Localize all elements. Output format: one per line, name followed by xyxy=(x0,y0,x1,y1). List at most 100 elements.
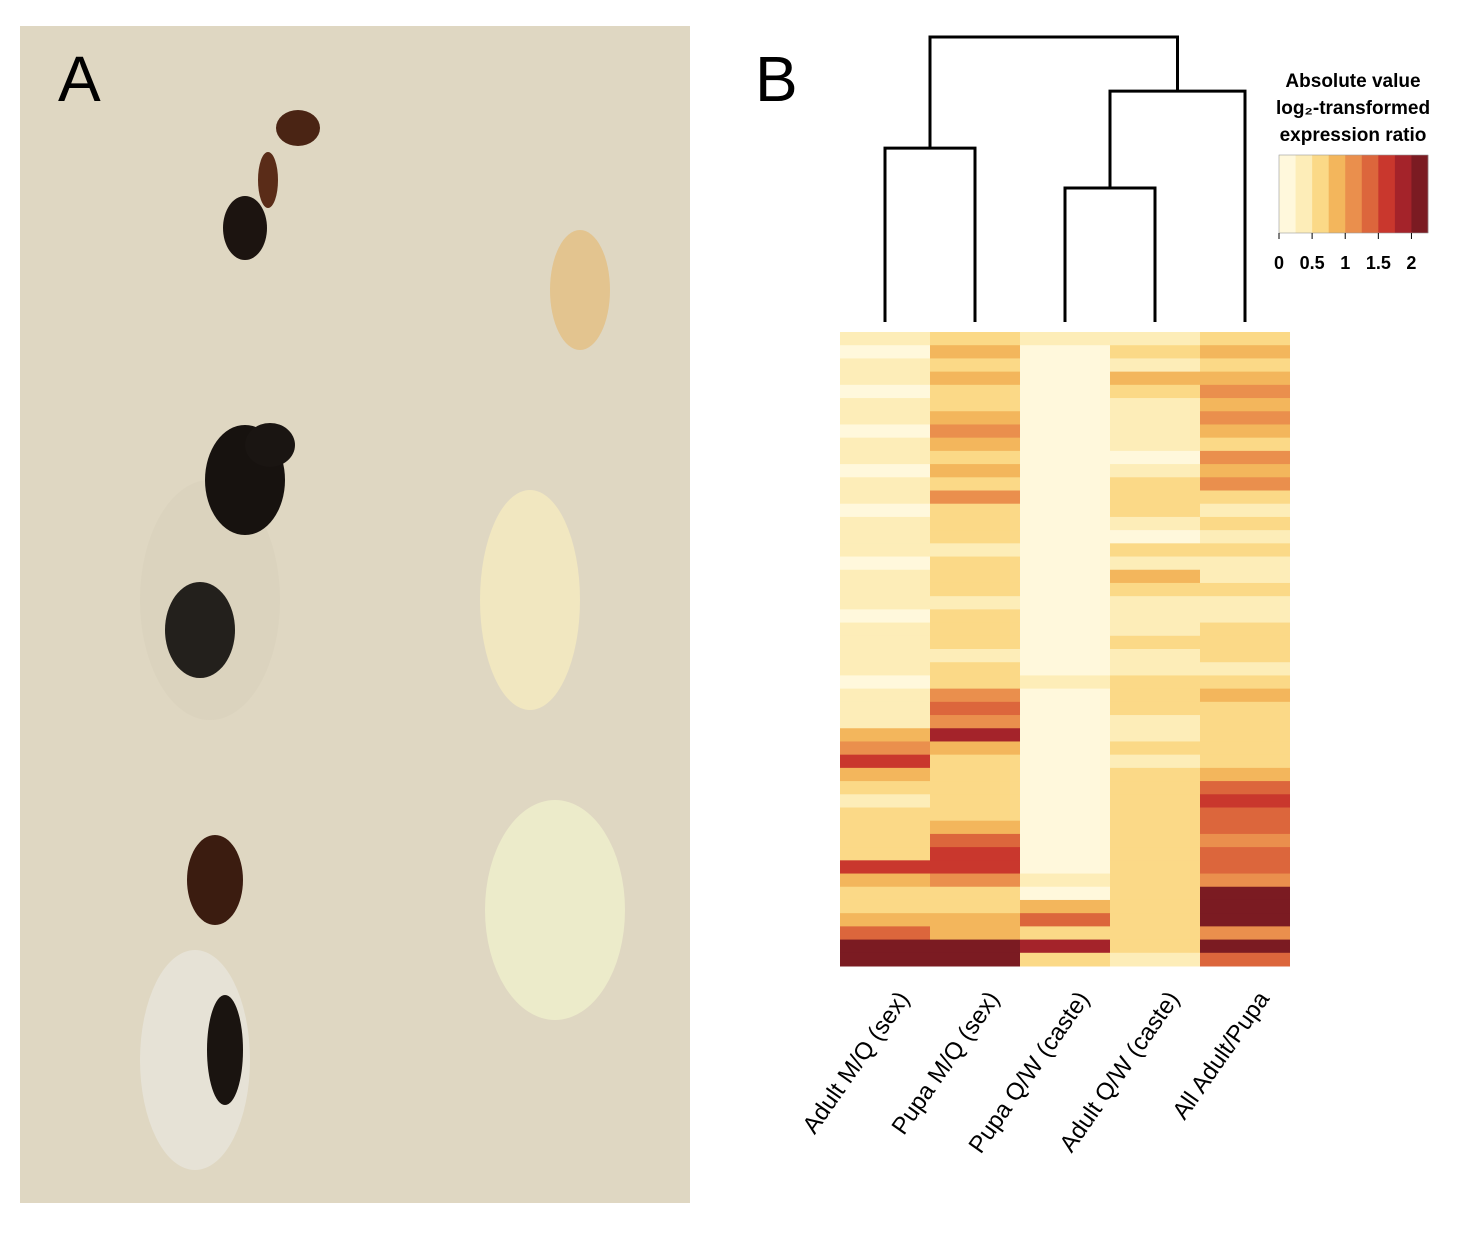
heatmap-cell xyxy=(930,886,1020,901)
heatmap-cell xyxy=(930,424,1020,439)
heatmap-cell xyxy=(930,635,1020,650)
colorbar-tick-label: 2 xyxy=(1406,253,1416,273)
heatmap-cell xyxy=(930,543,1020,558)
heatmap-cell xyxy=(1110,754,1200,769)
heatmap-cell xyxy=(840,477,930,491)
heatmap-cell xyxy=(1200,688,1290,703)
heatmap-cell xyxy=(1110,437,1200,452)
heatmap-cell xyxy=(1200,424,1290,439)
heatmap-cell xyxy=(840,384,930,399)
heatmap-cell xyxy=(1110,450,1200,465)
heatmap-cell xyxy=(1020,939,1110,954)
heatmap-cell xyxy=(1020,635,1110,650)
heatmap-cell xyxy=(1020,398,1110,412)
heatmap-cell xyxy=(930,371,1020,386)
heatmap-cell xyxy=(1110,860,1200,875)
heatmap-cell xyxy=(840,635,930,650)
heatmap-cell xyxy=(1020,807,1110,822)
heatmap-cell xyxy=(930,464,1020,478)
heatmap-cell xyxy=(1020,701,1110,716)
column-label: All Adult/Pupa xyxy=(1167,986,1275,1124)
heatmap-cell xyxy=(1110,939,1200,954)
heatmap-cell xyxy=(930,688,1020,703)
heatmap-cell xyxy=(1200,609,1290,624)
heatmap-cell xyxy=(1200,913,1290,927)
heatmap-cell xyxy=(1110,477,1200,491)
colorbar-swatch xyxy=(1394,155,1412,233)
heatmap-cell xyxy=(1200,543,1290,558)
heatmap-cell xyxy=(840,952,930,967)
heatmap-cell xyxy=(1110,662,1200,676)
colorbar-swatch xyxy=(1411,155,1429,233)
colorbar-swatch xyxy=(1361,155,1379,233)
heatmap-cell xyxy=(1020,582,1110,597)
heatmap-cell xyxy=(1020,873,1110,888)
heatmap-cell xyxy=(930,715,1020,729)
heatmap-cell xyxy=(1110,649,1200,663)
heatmap-cell xyxy=(1020,715,1110,729)
heatmap-cell xyxy=(1200,582,1290,597)
heatmap-cell xyxy=(1200,701,1290,716)
heatmap-cell xyxy=(1110,332,1200,346)
heatmap-cell xyxy=(1200,411,1290,425)
heatmap-cell xyxy=(930,411,1020,425)
heatmap-cell xyxy=(930,794,1020,808)
heatmap-cell xyxy=(1020,530,1110,544)
heatmap-cell xyxy=(840,358,930,373)
heatmap-cell xyxy=(1020,675,1110,690)
dendrogram-branch xyxy=(928,35,1179,149)
heatmap-cell xyxy=(1200,807,1290,822)
heatmap-cell xyxy=(1110,899,1200,914)
dendrogram-branch xyxy=(1063,186,1157,322)
heatmap-cell xyxy=(1200,741,1290,756)
heatmap-cell xyxy=(930,503,1020,518)
heatmap-cell xyxy=(930,847,1020,861)
heatmap-cell xyxy=(1110,569,1200,584)
heatmap-cell xyxy=(1020,899,1110,914)
heatmap-cell xyxy=(1110,794,1200,808)
heatmap-cell xyxy=(1200,939,1290,954)
heatmap-cell xyxy=(1110,767,1200,782)
heatmap-cell xyxy=(930,833,1020,848)
colorbar-tick-label: 1 xyxy=(1340,253,1350,273)
heatmap-cell xyxy=(1110,530,1200,544)
heatmap-cell xyxy=(930,952,1020,967)
heatmap-cell xyxy=(840,675,930,690)
heatmap-cell xyxy=(840,596,930,610)
heatmap-cell xyxy=(840,582,930,597)
heatmap-cell xyxy=(1020,556,1110,571)
heatmap-cell xyxy=(930,596,1020,610)
heatmap-cell xyxy=(1200,767,1290,782)
heatmap-cell xyxy=(1020,332,1110,346)
heatmap-cell xyxy=(930,926,1020,941)
heatmap-cell xyxy=(930,582,1020,597)
colorbar-tick-label: 0 xyxy=(1274,253,1284,273)
heatmap-cell xyxy=(1020,345,1110,359)
photo: A xyxy=(20,26,690,1203)
heatmap-cell xyxy=(840,609,930,624)
heatmap-cell xyxy=(1200,662,1290,676)
heatmap-cell xyxy=(1200,820,1290,835)
heatmap-cell xyxy=(1200,860,1290,875)
heatmap-cell xyxy=(1110,913,1200,927)
heatmap-cell xyxy=(1200,622,1290,637)
heatmap-cell xyxy=(1020,464,1110,478)
heatmap-cell xyxy=(1200,477,1290,491)
heatmap-cell xyxy=(930,437,1020,452)
heatmap-cell xyxy=(1200,649,1290,663)
heatmap-cell xyxy=(930,450,1020,465)
heatmap-cell xyxy=(1020,543,1110,558)
heatmap-cell xyxy=(930,516,1020,531)
heatmap-cell xyxy=(1020,886,1110,901)
heatmap-cell xyxy=(1020,477,1110,491)
heatmap-cell xyxy=(1200,886,1290,901)
heatmap-cell xyxy=(1110,516,1200,531)
heatmap-cell xyxy=(1020,926,1110,941)
heatmap-cell xyxy=(1200,464,1290,478)
heatmap-cell xyxy=(1110,398,1200,412)
heatmap-cell xyxy=(930,649,1020,663)
heatmap-cell xyxy=(1200,781,1290,795)
heatmap-cell xyxy=(840,424,930,439)
heatmap-cell xyxy=(1020,847,1110,861)
